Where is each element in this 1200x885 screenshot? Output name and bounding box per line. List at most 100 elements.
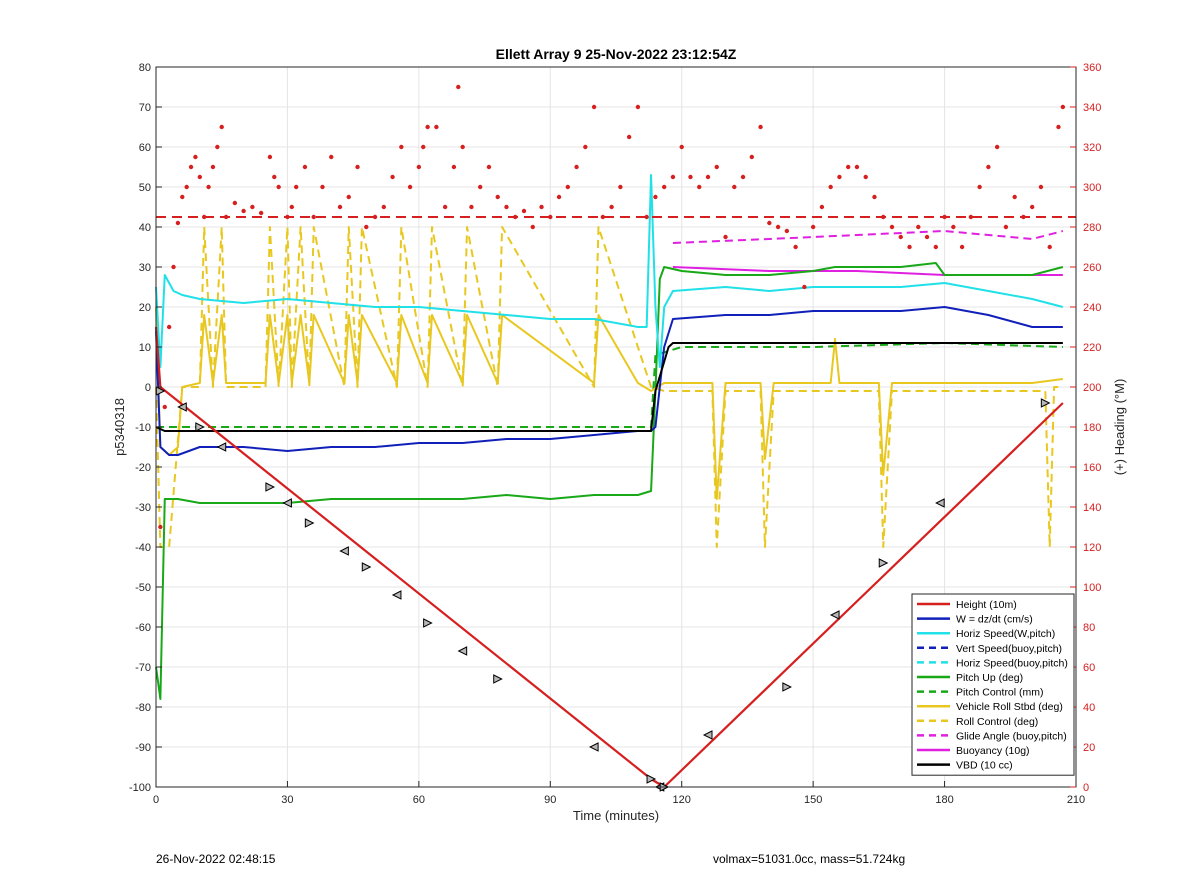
heading-point [193,154,198,160]
heading-point [845,164,851,170]
y-tick-label: -90 [135,742,151,754]
y-tick-label: -20 [135,462,151,474]
heading-point [158,524,163,530]
y2-tick-label: 220 [1083,342,1101,354]
heading-point [166,324,172,330]
heading-point [175,220,181,226]
y2-tick-label: 160 [1083,462,1101,474]
x-axis-label: Time (minutes) [573,808,659,823]
heading-point [688,174,693,180]
heading-point [1029,204,1035,210]
heading-point [197,174,203,180]
heading-point [863,174,868,180]
y2-tick-label: 100 [1083,582,1101,594]
heading-point [320,184,325,190]
heading-point [810,224,816,230]
heading-point [907,244,912,250]
heading-point [456,84,461,90]
heading-point [337,204,343,210]
heading-point [188,164,194,170]
marker-layer [155,386,1051,792]
heading-point [951,224,956,230]
y2-tick-label: 40 [1083,702,1095,714]
heading-point [442,204,448,210]
heading-point [272,174,277,180]
y-axis-label: p5340318 [112,398,127,456]
heading-point [670,174,676,180]
y-tick-label: 70 [139,102,151,114]
chart-title: Ellett Array 9 25-Nov-2022 23:12:54Z [496,46,737,62]
heading-point [215,144,220,150]
heading-point [513,214,518,220]
legend-entry: VBD (10 cc) [956,760,1013,772]
heading-point [994,144,1000,150]
footer-vehicle-info: volmax=51031.0cc, mass=51.724kg [713,852,906,866]
x-tick-label: 0 [153,794,159,806]
x-tick-label: 150 [804,794,822,806]
heading-point [609,204,614,210]
legend-entry: W = dz/dt (cm/s) [956,614,1033,626]
heading-point [705,174,711,180]
x-axis-ticks: 0 30 60 90 120 150 180 210 [153,781,1085,806]
heading-point [644,214,649,220]
y2-axis-label: (+) Heading (°M) [1112,379,1127,476]
legend-entry: Pitch Up (deg) [956,672,1023,684]
legend-entry: Height (10m) [956,599,1017,611]
y2-tick-label: 60 [1083,662,1095,674]
heading-point [942,214,947,220]
series-line-5 [155,262,1064,700]
y2-tick-label: 320 [1083,142,1101,154]
heading-point [881,214,886,220]
heading-point [889,224,895,230]
heading-layer [156,84,1076,530]
y-tick-label: 60 [139,142,151,154]
y-tick-label: -60 [135,622,151,634]
x-tick-label: 30 [281,794,293,806]
heading-point [583,144,588,150]
heading-point [223,214,229,220]
height-marker [702,730,713,740]
heading-point [372,214,378,220]
height-marker [493,674,503,684]
height-marker [935,498,945,508]
heading-point [600,214,606,220]
heading-point [399,144,404,150]
y-tick-label: 30 [139,262,151,274]
heading-point [530,224,535,230]
height-marker [195,422,205,432]
heading-point [293,184,299,190]
heading-point [390,174,395,180]
heading-point [933,244,939,250]
y-tick-label: -70 [135,662,151,674]
heading-point [854,164,860,170]
legend-entry: Horiz Speed(W,pitch) [956,628,1055,640]
heading-point [828,184,833,190]
y-tick-label: 20 [139,302,151,314]
heading-point [477,184,483,190]
heading-point [968,214,974,220]
y-axis-ticks: -100-90-80-70-60-50-40-30-20-10010203040… [129,62,162,794]
heading-point [460,144,465,150]
legend-box [911,593,1075,776]
heading-point [924,234,930,240]
y-tick-label: -100 [129,782,151,794]
heading-point [250,204,255,210]
heading-point [653,194,658,200]
heading-point [346,194,351,200]
heading-point [504,204,509,210]
heading-point [1021,214,1026,220]
legend-entry: Roll Control (deg) [956,716,1038,728]
height-marker [829,610,840,620]
heading-point [661,184,667,190]
y2-tick-label: 280 [1083,222,1101,234]
height-marker [782,682,792,692]
y-tick-label: 40 [139,222,151,234]
height-marker [361,562,372,572]
heading-point [434,124,439,130]
heading-point [285,214,290,220]
heading-point [289,204,295,210]
heading-point [311,214,316,220]
heading-point [258,210,264,216]
heading-point [276,184,281,190]
y2-tick-label: 120 [1083,542,1101,554]
